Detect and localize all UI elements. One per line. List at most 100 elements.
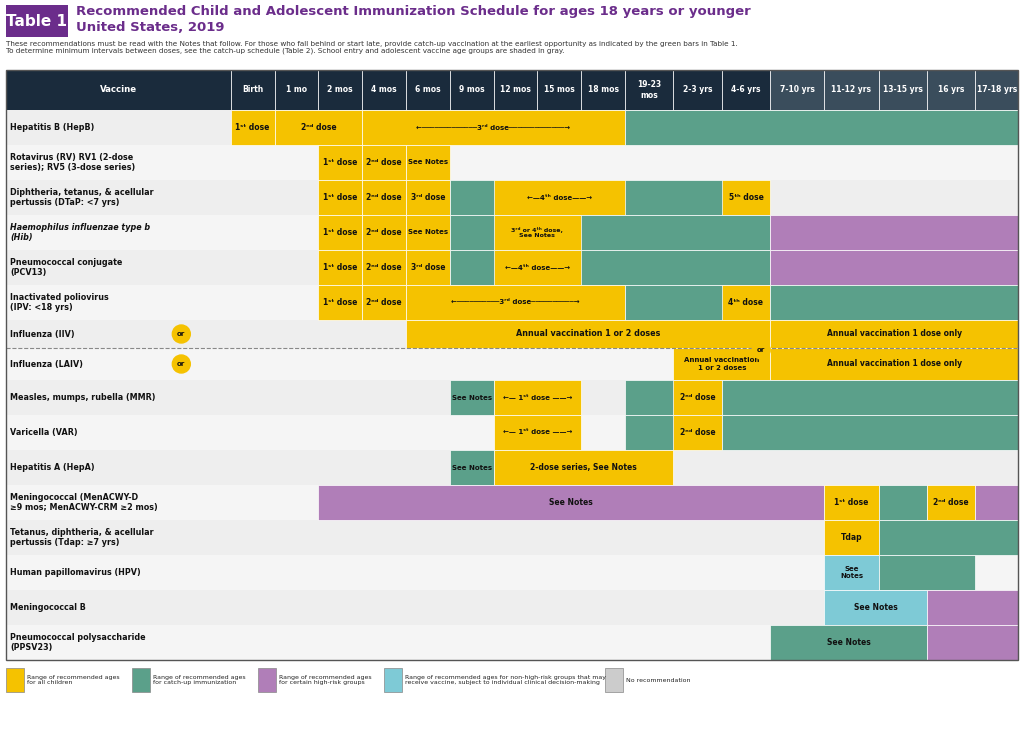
Bar: [450, 180, 770, 215]
Circle shape: [172, 325, 190, 343]
Text: 2ⁿᵈ dose: 2ⁿᵈ dose: [367, 193, 401, 202]
Bar: [824, 520, 879, 555]
Bar: [494, 180, 625, 215]
Bar: [362, 285, 406, 320]
Bar: [230, 70, 274, 110]
Text: Meningococcal (MenACWY-D
≥9 mos; MenACWY-CRM ≥2 mos): Meningococcal (MenACWY-D ≥9 mos; MenACWY…: [10, 493, 158, 512]
Text: See Notes: See Notes: [408, 159, 447, 165]
Bar: [975, 70, 1018, 110]
Bar: [6, 520, 1018, 555]
Text: 1ˢᵗ dose: 1ˢᵗ dose: [835, 498, 868, 507]
Text: See Notes: See Notes: [826, 638, 870, 647]
Text: Tetanus, diphtheria, & acellular
pertussis (Tdap: ≥7 yrs): Tetanus, diphtheria, & acellular pertuss…: [10, 528, 154, 547]
Bar: [605, 668, 623, 692]
Bar: [6, 145, 1018, 180]
Text: 3ʳᵈ dose: 3ʳᵈ dose: [411, 263, 445, 272]
Text: Pneumococcal conjugate
(PCV13): Pneumococcal conjugate (PCV13): [10, 258, 123, 277]
Text: 2ⁿᵈ dose: 2ⁿᵈ dose: [933, 498, 969, 507]
Bar: [6, 70, 1018, 660]
Text: 12 mos: 12 mos: [500, 86, 530, 95]
Bar: [450, 215, 770, 250]
Text: Range of recommended ages
for certain high-risk groups: Range of recommended ages for certain hi…: [279, 674, 372, 686]
Bar: [362, 215, 406, 250]
Bar: [625, 285, 770, 320]
Text: 15 mos: 15 mos: [544, 86, 574, 95]
Text: Recommended Child and Adolescent Immunization Schedule for ages 18 years or youn: Recommended Child and Adolescent Immuniz…: [76, 5, 751, 18]
Text: See Notes: See Notes: [452, 465, 492, 470]
Bar: [674, 348, 770, 380]
Bar: [824, 590, 927, 625]
Bar: [258, 668, 276, 692]
Bar: [274, 110, 362, 145]
Text: These recommendations must be read with the Notes that follow. For those who fal: These recommendations must be read with …: [6, 41, 737, 55]
Bar: [362, 70, 406, 110]
Bar: [362, 250, 406, 285]
Bar: [450, 450, 494, 485]
Text: Annual vaccination 1 dose only: Annual vaccination 1 dose only: [826, 360, 962, 369]
Text: 4-6 yrs: 4-6 yrs: [731, 86, 761, 95]
Text: 1ˢᵗ dose: 1ˢᵗ dose: [324, 263, 357, 272]
Text: Annual vaccination 1 or 2 doses: Annual vaccination 1 or 2 doses: [516, 330, 660, 339]
Text: 3ʳᵈ or 4ᵗʰ dose,
See Notes: 3ʳᵈ or 4ᵗʰ dose, See Notes: [511, 227, 563, 238]
Text: 16 yrs: 16 yrs: [938, 86, 965, 95]
Bar: [6, 180, 1018, 215]
Text: 1ˢᵗ dose: 1ˢᵗ dose: [324, 193, 357, 202]
Bar: [406, 215, 450, 250]
Bar: [6, 555, 1018, 590]
Bar: [770, 348, 1018, 380]
Bar: [879, 485, 927, 520]
Text: 2ⁿᵈ dose: 2ⁿᵈ dose: [367, 263, 401, 272]
Bar: [318, 145, 362, 180]
Bar: [770, 215, 1018, 250]
Text: 4 mos: 4 mos: [372, 86, 397, 95]
Bar: [318, 215, 362, 250]
Text: 1ˢᵗ dose: 1ˢᵗ dose: [324, 158, 357, 167]
Text: 1ˢᵗ dose: 1ˢᵗ dose: [324, 228, 357, 237]
Text: Varicella (VAR): Varicella (VAR): [10, 428, 78, 437]
Bar: [318, 285, 362, 320]
Text: 1ˢᵗ dose: 1ˢᵗ dose: [236, 123, 270, 132]
Text: See Notes: See Notes: [854, 603, 897, 612]
Bar: [362, 145, 406, 180]
Bar: [362, 110, 625, 145]
Text: 18 mos: 18 mos: [588, 86, 618, 95]
Text: 5ᵗʰ dose: 5ᵗʰ dose: [728, 193, 764, 202]
Text: ←──────────3ʳᵈ dose──────────→: ←──────────3ʳᵈ dose──────────→: [452, 300, 580, 306]
Text: Hepatitis B (HepB): Hepatitis B (HepB): [10, 123, 94, 132]
Text: 2-dose series, See Notes: 2-dose series, See Notes: [530, 463, 637, 472]
Bar: [722, 415, 1018, 450]
Text: or: or: [757, 347, 765, 353]
Bar: [722, 70, 770, 110]
Bar: [494, 450, 674, 485]
Bar: [927, 590, 1018, 625]
Text: ←—4ᵗʰ dose——→: ←—4ᵗʰ dose——→: [505, 264, 570, 270]
Bar: [318, 485, 824, 520]
Bar: [406, 250, 450, 285]
Bar: [6, 590, 1018, 625]
Text: 6 mos: 6 mos: [415, 86, 440, 95]
Text: Range of recommended ages
for catch-up immunization: Range of recommended ages for catch-up i…: [153, 674, 246, 686]
Text: 2ⁿᵈ dose: 2ⁿᵈ dose: [680, 428, 716, 437]
Text: 2ⁿᵈ dose: 2ⁿᵈ dose: [367, 158, 401, 167]
Text: 3ʳᵈ dose: 3ʳᵈ dose: [411, 193, 445, 202]
Text: or: or: [177, 331, 185, 337]
Bar: [6, 110, 1018, 145]
Text: See Notes: See Notes: [408, 230, 447, 236]
Text: United States, 2019: United States, 2019: [76, 21, 224, 34]
Bar: [318, 250, 362, 285]
Bar: [6, 380, 1018, 415]
Bar: [494, 380, 582, 415]
Bar: [6, 348, 1018, 380]
Text: ←─────────────3ʳᵈ dose─────────────→: ←─────────────3ʳᵈ dose─────────────→: [417, 125, 570, 131]
Circle shape: [172, 355, 190, 373]
Bar: [674, 380, 722, 415]
Bar: [494, 415, 582, 450]
Bar: [770, 285, 1018, 320]
Bar: [230, 110, 274, 145]
Bar: [975, 485, 1018, 520]
Bar: [6, 250, 1018, 285]
Text: ←—4ᵗʰ dose——→: ←—4ᵗʰ dose——→: [526, 195, 592, 201]
Text: See Notes: See Notes: [550, 498, 593, 507]
Bar: [406, 320, 770, 348]
Bar: [6, 70, 230, 110]
